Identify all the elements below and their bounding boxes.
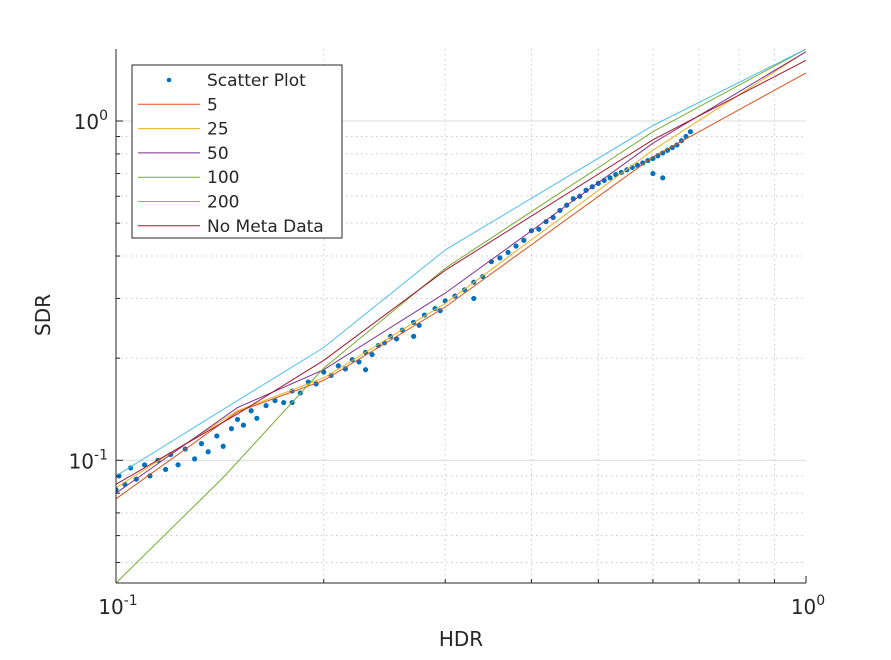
legend-box: [131, 64, 343, 239]
axes: [115, 49, 807, 584]
legend-label: No Meta Data: [207, 217, 324, 237]
scatter-point: [369, 351, 375, 358]
scatter-point: [356, 359, 362, 365]
series-line-25: [116, 51, 806, 489]
legend-label: 200: [207, 193, 239, 213]
scatter-point: [335, 363, 341, 369]
legend-label: 5: [207, 95, 218, 115]
scatter-point: [198, 441, 205, 447]
legend[interactable]: Scatter Plot 5 25 50 100 200 No Meta Data: [131, 64, 343, 239]
series-line-200: [116, 49, 806, 477]
scatter-point: [214, 433, 220, 439]
scatter-point: [228, 426, 235, 432]
scatter-point: [536, 226, 542, 232]
scatter-point: [660, 175, 666, 181]
scatter-point: [497, 255, 503, 261]
scatter-point: [471, 295, 477, 302]
y-tick-label: 10-1: [69, 447, 108, 473]
tick-labels: 10-1 100 10-1 100: [69, 108, 826, 619]
y-axis-label: SDR: [31, 294, 55, 336]
scatter-point: [613, 172, 619, 178]
scatter-point: [116, 486, 119, 493]
legend-label: 50: [207, 144, 229, 164]
legend-marker: [166, 77, 172, 83]
x-axis-label: HDR: [439, 627, 483, 651]
scatter-point: [664, 147, 671, 153]
scatter-point: [521, 237, 527, 243]
scatter-point: [254, 415, 260, 421]
x-tick-label: 100: [791, 593, 825, 619]
scatter-point: [220, 443, 226, 449]
legend-label: 25: [207, 120, 229, 140]
legend-item[interactable]: 5: [138, 95, 218, 115]
scatter-point: [655, 153, 661, 159]
series-line-100: [116, 49, 806, 583]
scatter-point: [362, 367, 369, 373]
legend-item[interactable]: 25: [138, 120, 229, 140]
scatter-point: [607, 175, 613, 181]
scatter-point: [505, 249, 511, 255]
scatter-point: [543, 219, 549, 225]
series-line-no-meta-data: [116, 59, 806, 485]
scatter-point: [650, 170, 656, 177]
scatter-point: [640, 160, 646, 166]
scatter-point: [162, 466, 169, 473]
y-tick-label: 100: [74, 108, 108, 134]
plot-area: [116, 49, 806, 583]
scatter-point: [411, 333, 417, 339]
scatter-point: [687, 129, 694, 135]
legend-item[interactable]: No Meta Data: [138, 217, 324, 237]
legend-item[interactable]: 50: [138, 144, 229, 164]
legend-label: 100: [207, 168, 239, 188]
legend-item[interactable]: Scatter Plot: [166, 71, 306, 91]
scatter-point: [263, 402, 269, 409]
scatter-point: [583, 187, 589, 193]
x-tick-label: 10-1: [98, 593, 137, 619]
scatter-point: [205, 449, 211, 455]
scatter-point: [192, 456, 198, 462]
legend-item[interactable]: 200: [138, 193, 239, 213]
scatter-point: [147, 473, 153, 479]
scatter-point: [442, 298, 448, 304]
scatter-point: [175, 462, 181, 468]
scatter-point: [650, 155, 656, 162]
scatter-point: [513, 243, 519, 249]
scatter-point: [272, 397, 278, 404]
legend-item[interactable]: 100: [138, 168, 239, 188]
grid: [116, 49, 806, 583]
scatter-point: [240, 422, 247, 428]
series-line-50: [116, 51, 806, 494]
scatter-point: [248, 408, 254, 414]
series-line-5: [116, 72, 806, 500]
scatter-point: [234, 416, 241, 423]
legend-label: Scatter Plot: [207, 71, 306, 91]
scatter-point: [141, 462, 148, 468]
scatter-point: [281, 399, 287, 406]
scatter-point: [660, 150, 666, 156]
